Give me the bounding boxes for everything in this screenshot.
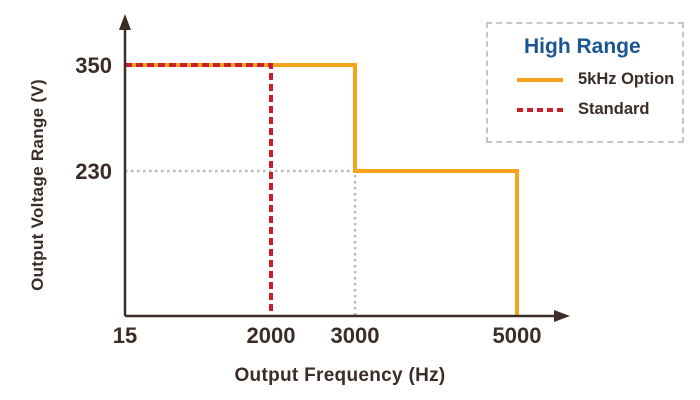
legend-item-label: 5kHz Option bbox=[578, 70, 675, 88]
x-tick-label-15: 15 bbox=[113, 323, 137, 348]
legend-item-label: Standard bbox=[578, 100, 650, 118]
legend: High Range 5kHz Option Standard bbox=[486, 22, 684, 143]
y-tick-label-350: 350 bbox=[75, 53, 112, 78]
x-axis-arrow-icon bbox=[554, 310, 570, 322]
guide-line-230V-3000Hz-reference bbox=[125, 169, 357, 316]
x-axis-title: Output Frequency (Hz) bbox=[234, 365, 446, 386]
x-tick-label-3000: 3000 bbox=[331, 323, 380, 348]
y-axis-arrow-icon bbox=[119, 14, 131, 30]
dashed-line-swatch bbox=[517, 107, 563, 112]
legend-item-standard: Standard bbox=[517, 100, 682, 118]
legend-title: High Range bbox=[524, 35, 641, 58]
solid-line-swatch bbox=[517, 77, 563, 82]
y-tick-label-230: 230 bbox=[75, 159, 112, 184]
series-line-5khz-option bbox=[125, 63, 519, 316]
x-tick-label-5000: 5000 bbox=[493, 323, 542, 348]
legend-item-5khz-option: 5kHz Option bbox=[517, 70, 682, 88]
y-axis-title: Output Voltage Range (V) bbox=[28, 79, 47, 291]
series-line-standard bbox=[125, 63, 273, 316]
x-tick-label-2000: 2000 bbox=[247, 323, 296, 348]
